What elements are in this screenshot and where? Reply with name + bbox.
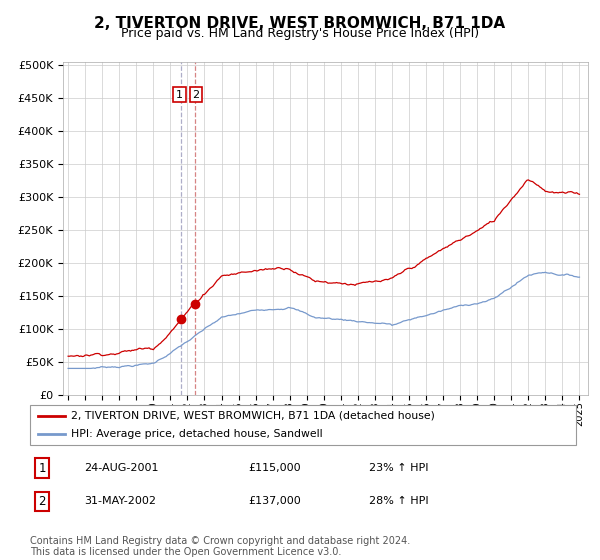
Text: Contains HM Land Registry data © Crown copyright and database right 2024.
This d: Contains HM Land Registry data © Crown c… bbox=[30, 535, 410, 557]
Text: 31-MAY-2002: 31-MAY-2002 bbox=[85, 496, 157, 506]
Text: £115,000: £115,000 bbox=[248, 463, 301, 473]
Text: 1: 1 bbox=[38, 461, 46, 474]
Text: 23% ↑ HPI: 23% ↑ HPI bbox=[368, 463, 428, 473]
Text: £137,000: £137,000 bbox=[248, 496, 301, 506]
Text: Price paid vs. HM Land Registry's House Price Index (HPI): Price paid vs. HM Land Registry's House … bbox=[121, 27, 479, 40]
Text: 2: 2 bbox=[193, 90, 200, 100]
Text: 24-AUG-2001: 24-AUG-2001 bbox=[85, 463, 159, 473]
Text: 2: 2 bbox=[38, 495, 46, 508]
Text: HPI: Average price, detached house, Sandwell: HPI: Average price, detached house, Sand… bbox=[71, 430, 323, 439]
Text: 28% ↑ HPI: 28% ↑ HPI bbox=[368, 496, 428, 506]
Text: 2, TIVERTON DRIVE, WEST BROMWICH, B71 1DA (detached house): 2, TIVERTON DRIVE, WEST BROMWICH, B71 1D… bbox=[71, 411, 435, 421]
Text: 2, TIVERTON DRIVE, WEST BROMWICH, B71 1DA: 2, TIVERTON DRIVE, WEST BROMWICH, B71 1D… bbox=[94, 16, 506, 31]
FancyBboxPatch shape bbox=[30, 405, 576, 445]
Text: 1: 1 bbox=[176, 90, 183, 100]
